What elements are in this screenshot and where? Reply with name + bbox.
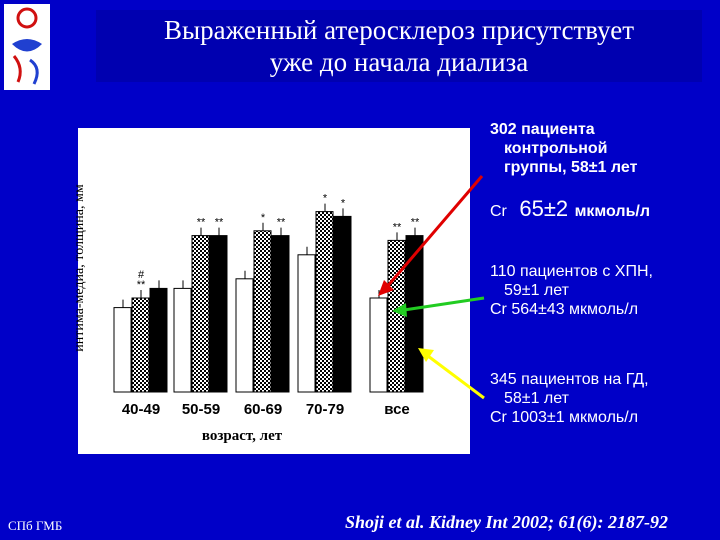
ckd-group-text: 110 пациентов с ХПН, 59±1 лет Cr 564±43 … (490, 262, 653, 319)
bar-60-69-s0 (235, 278, 254, 393)
bar-70-79-s2 (333, 215, 352, 393)
bar-70-79-s0 (297, 254, 316, 393)
y-axis-label-wrap: интима-медиа, толщина, мм (60, 130, 100, 405)
hd-line-1: 345 пациентов на ГД, (490, 371, 649, 388)
footer-left: СПб ГМБ (8, 518, 63, 533)
ckd-line-2: 59±1 лет (504, 282, 569, 299)
y-axis-label: интима-медиа, толщина, мм (72, 183, 87, 352)
bar-60-69-s1 (253, 230, 272, 393)
cr-prefix: Cr (490, 203, 507, 220)
ckd-line-1: 110 пациентов с ХПН, (490, 263, 653, 280)
control-line-2: контрольной (504, 140, 608, 157)
logo-icon (4, 4, 50, 90)
hd-group-text: 345 пациентов на ГД, 58±1 лет Cr 1003±1 … (490, 370, 649, 427)
significance-mark: * (323, 193, 328, 205)
control-creatinine: Cr 65±2 мкмоль/л (490, 196, 650, 222)
significance-mark: ** (137, 279, 146, 291)
significance-mark: ** (411, 217, 420, 229)
cr-unit: мкмоль/л (574, 203, 651, 220)
bar-70-79-s1 (315, 211, 334, 393)
bar-все-s0 (369, 297, 388, 393)
bar-60-69-s2 (271, 235, 290, 393)
x-tick-label: все (384, 401, 410, 418)
x-axis-label: возраст, лет (202, 428, 283, 444)
significance-mark: ** (393, 221, 402, 233)
title-line-1: Выраженный атеросклероз присутствует (163, 15, 635, 45)
hd-line-2: 58±1 лет (504, 390, 569, 407)
significance-mark: * (341, 197, 346, 209)
cr-value: 65±2 (519, 196, 569, 221)
significance-mark: ** (277, 217, 286, 229)
bar-40-49-s0 (113, 307, 132, 393)
significance-mark: ** (215, 217, 224, 229)
bar-40-49-s1 (131, 297, 150, 393)
bar-50-59-s2 (209, 235, 228, 393)
hd-line-3: Cr 1003±1 мкмоль/л (490, 409, 639, 426)
bar-все-s2 (405, 235, 424, 393)
significance-mark: ** (197, 217, 206, 229)
ckd-line-3: Cr 564±43 мкмоль/л (490, 301, 639, 318)
x-tick-label: 40-49 (122, 401, 160, 418)
control-line-1: 302 пациента (490, 121, 595, 138)
control-line-3: группы, 58±1 лет (504, 159, 638, 176)
significance-mark: * (261, 212, 266, 224)
title-line-2: уже до начала диализа (269, 47, 529, 77)
control-group-text: 302 пациента контрольной группы, 58±1 ле… (490, 120, 637, 177)
x-tick-label: 70-79 (306, 401, 344, 418)
citation: Shoji et al. Kidney Int 2002; 61(6): 218… (345, 512, 668, 532)
x-tick-label: 60-69 (244, 401, 282, 418)
bar-50-59-s0 (173, 287, 192, 393)
significance-mark: # (138, 269, 145, 281)
bar-все-s1 (387, 239, 406, 393)
slide-title: Выраженный атеросклероз присутствует уже… (96, 10, 702, 82)
bar-50-59-s1 (191, 235, 210, 393)
x-tick-label: 50-59 (182, 401, 220, 418)
bar-chart: #**** ** * *** *** ** 40-49 50-59 60-69 70-79 все… (78, 128, 470, 454)
bar-40-49-s2 (149, 287, 168, 393)
